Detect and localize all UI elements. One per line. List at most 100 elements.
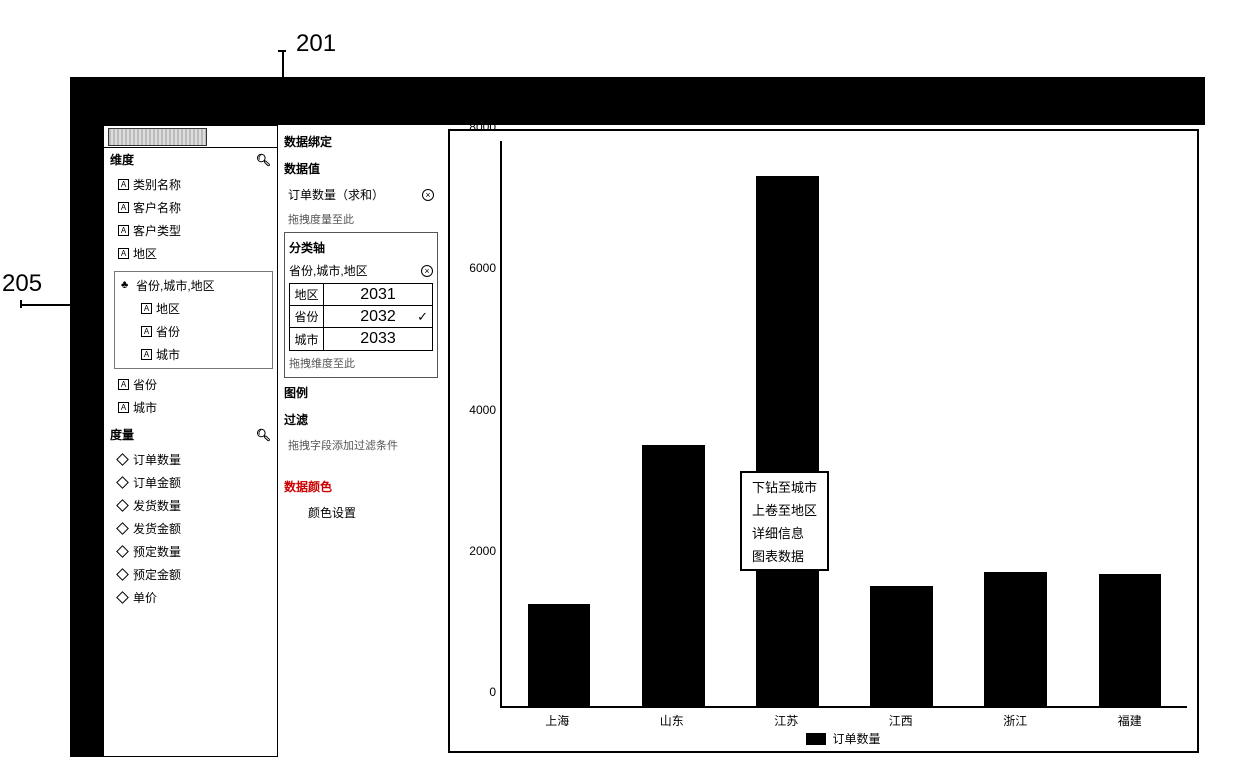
hierarchy-root[interactable]: ♣︎ 省份,城市,地区: [115, 274, 272, 297]
x-axis-label: 上海: [500, 708, 615, 728]
dimension-item[interactable]: A 城市: [104, 396, 277, 419]
field-icon: A: [141, 303, 152, 314]
chart-bar[interactable]: [642, 445, 705, 706]
measure-section-header: 度量 🔍︎: [104, 423, 277, 446]
legend-heading: 图例: [284, 380, 438, 405]
hierarchy-child[interactable]: A省份: [115, 320, 272, 343]
context-menu-item[interactable]: 图表数据: [752, 546, 817, 565]
context-menu-item[interactable]: 下钻至城市: [752, 477, 817, 496]
dimension-item[interactable]: A客户名称: [104, 196, 277, 219]
chart-bar[interactable]: [756, 176, 819, 706]
axis-field-row[interactable]: 省份,城市,地区 ×: [289, 260, 433, 281]
remove-icon[interactable]: ×: [422, 189, 434, 201]
hierarchy-root-label: 省份,城市,地区: [136, 277, 215, 294]
dimension-item[interactable]: A 类别名称: [104, 173, 277, 196]
main-frame: 维度 🔍︎ A类别名称A客户名称A客户类型A地区 ♣︎ 省份,城市,地区 A地区…: [70, 77, 1205, 757]
drill-level-row[interactable]: 省份2032✓: [290, 306, 432, 328]
filter-drop-hint[interactable]: 拖拽字段添加过滤条件: [284, 434, 438, 456]
dimension-list-continued: A省份A城市: [104, 371, 277, 423]
measure-item[interactable]: 发货数量: [104, 494, 277, 517]
field-panel-tabs[interactable]: [104, 126, 277, 148]
measure-section-title: 度量: [110, 426, 134, 443]
dimension-section-title: 维度: [110, 151, 134, 168]
measure-item[interactable]: 订单金额: [104, 471, 277, 494]
y-axis-tick: 6000: [456, 261, 496, 275]
measure-item[interactable]: 订单数量: [104, 448, 277, 471]
drill-level-id: 2033: [324, 328, 432, 350]
binding-heading: 数据绑定: [284, 129, 438, 154]
measure-item-label: 订单金额: [133, 474, 181, 491]
field-icon: A: [118, 202, 129, 213]
y-axis-tick: 0: [456, 685, 496, 699]
dimension-item-label: 客户类型: [133, 222, 181, 239]
drill-level-row[interactable]: 地区2031: [290, 284, 432, 306]
axis-heading: 分类轴: [289, 237, 433, 258]
measure-item[interactable]: 预定金额: [104, 563, 277, 586]
measure-item[interactable]: 发货金额: [104, 517, 277, 540]
category-axis-box: 分类轴 省份,城市,地区 × 地区2031省份2032✓城市2033 拖拽维度至…: [284, 232, 438, 378]
hierarchy-child[interactable]: A 城市: [115, 343, 272, 366]
measure-icon: [116, 522, 129, 535]
panel-tab[interactable]: [108, 128, 207, 146]
callout-tick: [278, 50, 286, 52]
drill-level-table: 地区2031省份2032✓城市2033: [289, 283, 433, 351]
axis-drop-hint[interactable]: 拖拽维度至此: [289, 353, 433, 373]
dimension-item[interactable]: A 客户类型: [104, 219, 277, 242]
drill-level-row[interactable]: 城市2033: [290, 328, 432, 350]
dimension-list: A类别名称A客户名称A客户类型A地区: [104, 171, 277, 269]
field-icon: A: [141, 349, 152, 360]
context-menu: 下钻至城市上卷至地区详细信息图表数据: [740, 471, 829, 571]
search-icon[interactable]: 🔍︎: [256, 428, 271, 442]
dimension-item[interactable]: A省份: [104, 373, 277, 396]
value-field-row[interactable]: 订单数量（求和） ×: [284, 183, 438, 206]
x-axis-label: 江西: [844, 708, 959, 728]
dimension-item[interactable]: A地区: [104, 242, 277, 265]
chart-x-axis-labels: 上海山东江苏江西浙江福建: [500, 708, 1187, 728]
search-icon[interactable]: 🔍︎: [256, 153, 271, 167]
remove-icon[interactable]: ×: [421, 265, 433, 277]
main-frame-inner: 维度 🔍︎ A类别名称A客户名称A客户类型A地区 ♣︎ 省份,城市,地区 A地区…: [103, 125, 1205, 757]
chart-bar[interactable]: [984, 572, 1047, 706]
callout-label-201: 201: [296, 30, 336, 58]
hierarchy-child-label: 城市: [156, 346, 180, 363]
field-icon: A: [118, 179, 129, 190]
context-menu-item[interactable]: 详细信息: [752, 523, 817, 542]
chart-bar[interactable]: [528, 604, 591, 706]
measure-icon: [116, 591, 129, 604]
drill-level-name: 地区: [290, 284, 324, 305]
hierarchy-group: ♣︎ 省份,城市,地区 A地区A省份 A 城市: [114, 271, 273, 369]
chart-plot-area[interactable]: 02000400060008000: [500, 141, 1187, 708]
field-icon: A: [118, 402, 129, 413]
y-axis-tick: 8000: [456, 120, 496, 134]
measure-item[interactable]: 单价: [104, 586, 277, 609]
dimension-item-label: 类别名称: [133, 176, 181, 193]
color-settings-link[interactable]: 颜色设置: [284, 501, 438, 524]
drill-level-name: 城市: [290, 328, 324, 350]
field-panel: 维度 🔍︎ A类别名称A客户名称A客户类型A地区 ♣︎ 省份,城市,地区 A地区…: [103, 125, 278, 757]
hierarchy-icon: ♣︎: [121, 280, 132, 291]
x-axis-label: 江苏: [729, 708, 844, 728]
chart-container: 02000400060008000 上海山东江苏江西浙江福建 订单数量 下钻至城…: [448, 129, 1199, 753]
field-icon: A: [118, 225, 129, 236]
chart-bar[interactable]: [1099, 574, 1162, 706]
filter-heading: 过滤: [284, 407, 438, 432]
dimension-section-header: 维度 🔍︎: [104, 148, 277, 171]
measure-icon: [116, 545, 129, 558]
measure-icon: [116, 499, 129, 512]
measure-item-label: 发货数量: [133, 497, 181, 514]
hierarchy-child[interactable]: A地区: [115, 297, 272, 320]
color-heading: 数据颜色: [284, 458, 438, 499]
chart-bar[interactable]: [870, 586, 933, 706]
x-axis-label: 山东: [615, 708, 730, 728]
callout-tick: [20, 300, 22, 308]
field-icon: A: [118, 379, 129, 390]
value-drop-hint[interactable]: 拖拽度量至此: [284, 208, 438, 230]
measure-item-label: 预定数量: [133, 543, 181, 560]
measure-item-label: 订单数量: [133, 451, 181, 468]
dimension-item-label: 城市: [133, 399, 157, 416]
measure-list: 订单数量订单金额发货数量发货金额预定数量预定金额单价: [104, 446, 277, 613]
callout-line: [282, 50, 284, 80]
context-menu-item[interactable]: 上卷至地区: [752, 500, 817, 519]
measure-item[interactable]: 预定数量: [104, 540, 277, 563]
measure-icon: [116, 568, 129, 581]
